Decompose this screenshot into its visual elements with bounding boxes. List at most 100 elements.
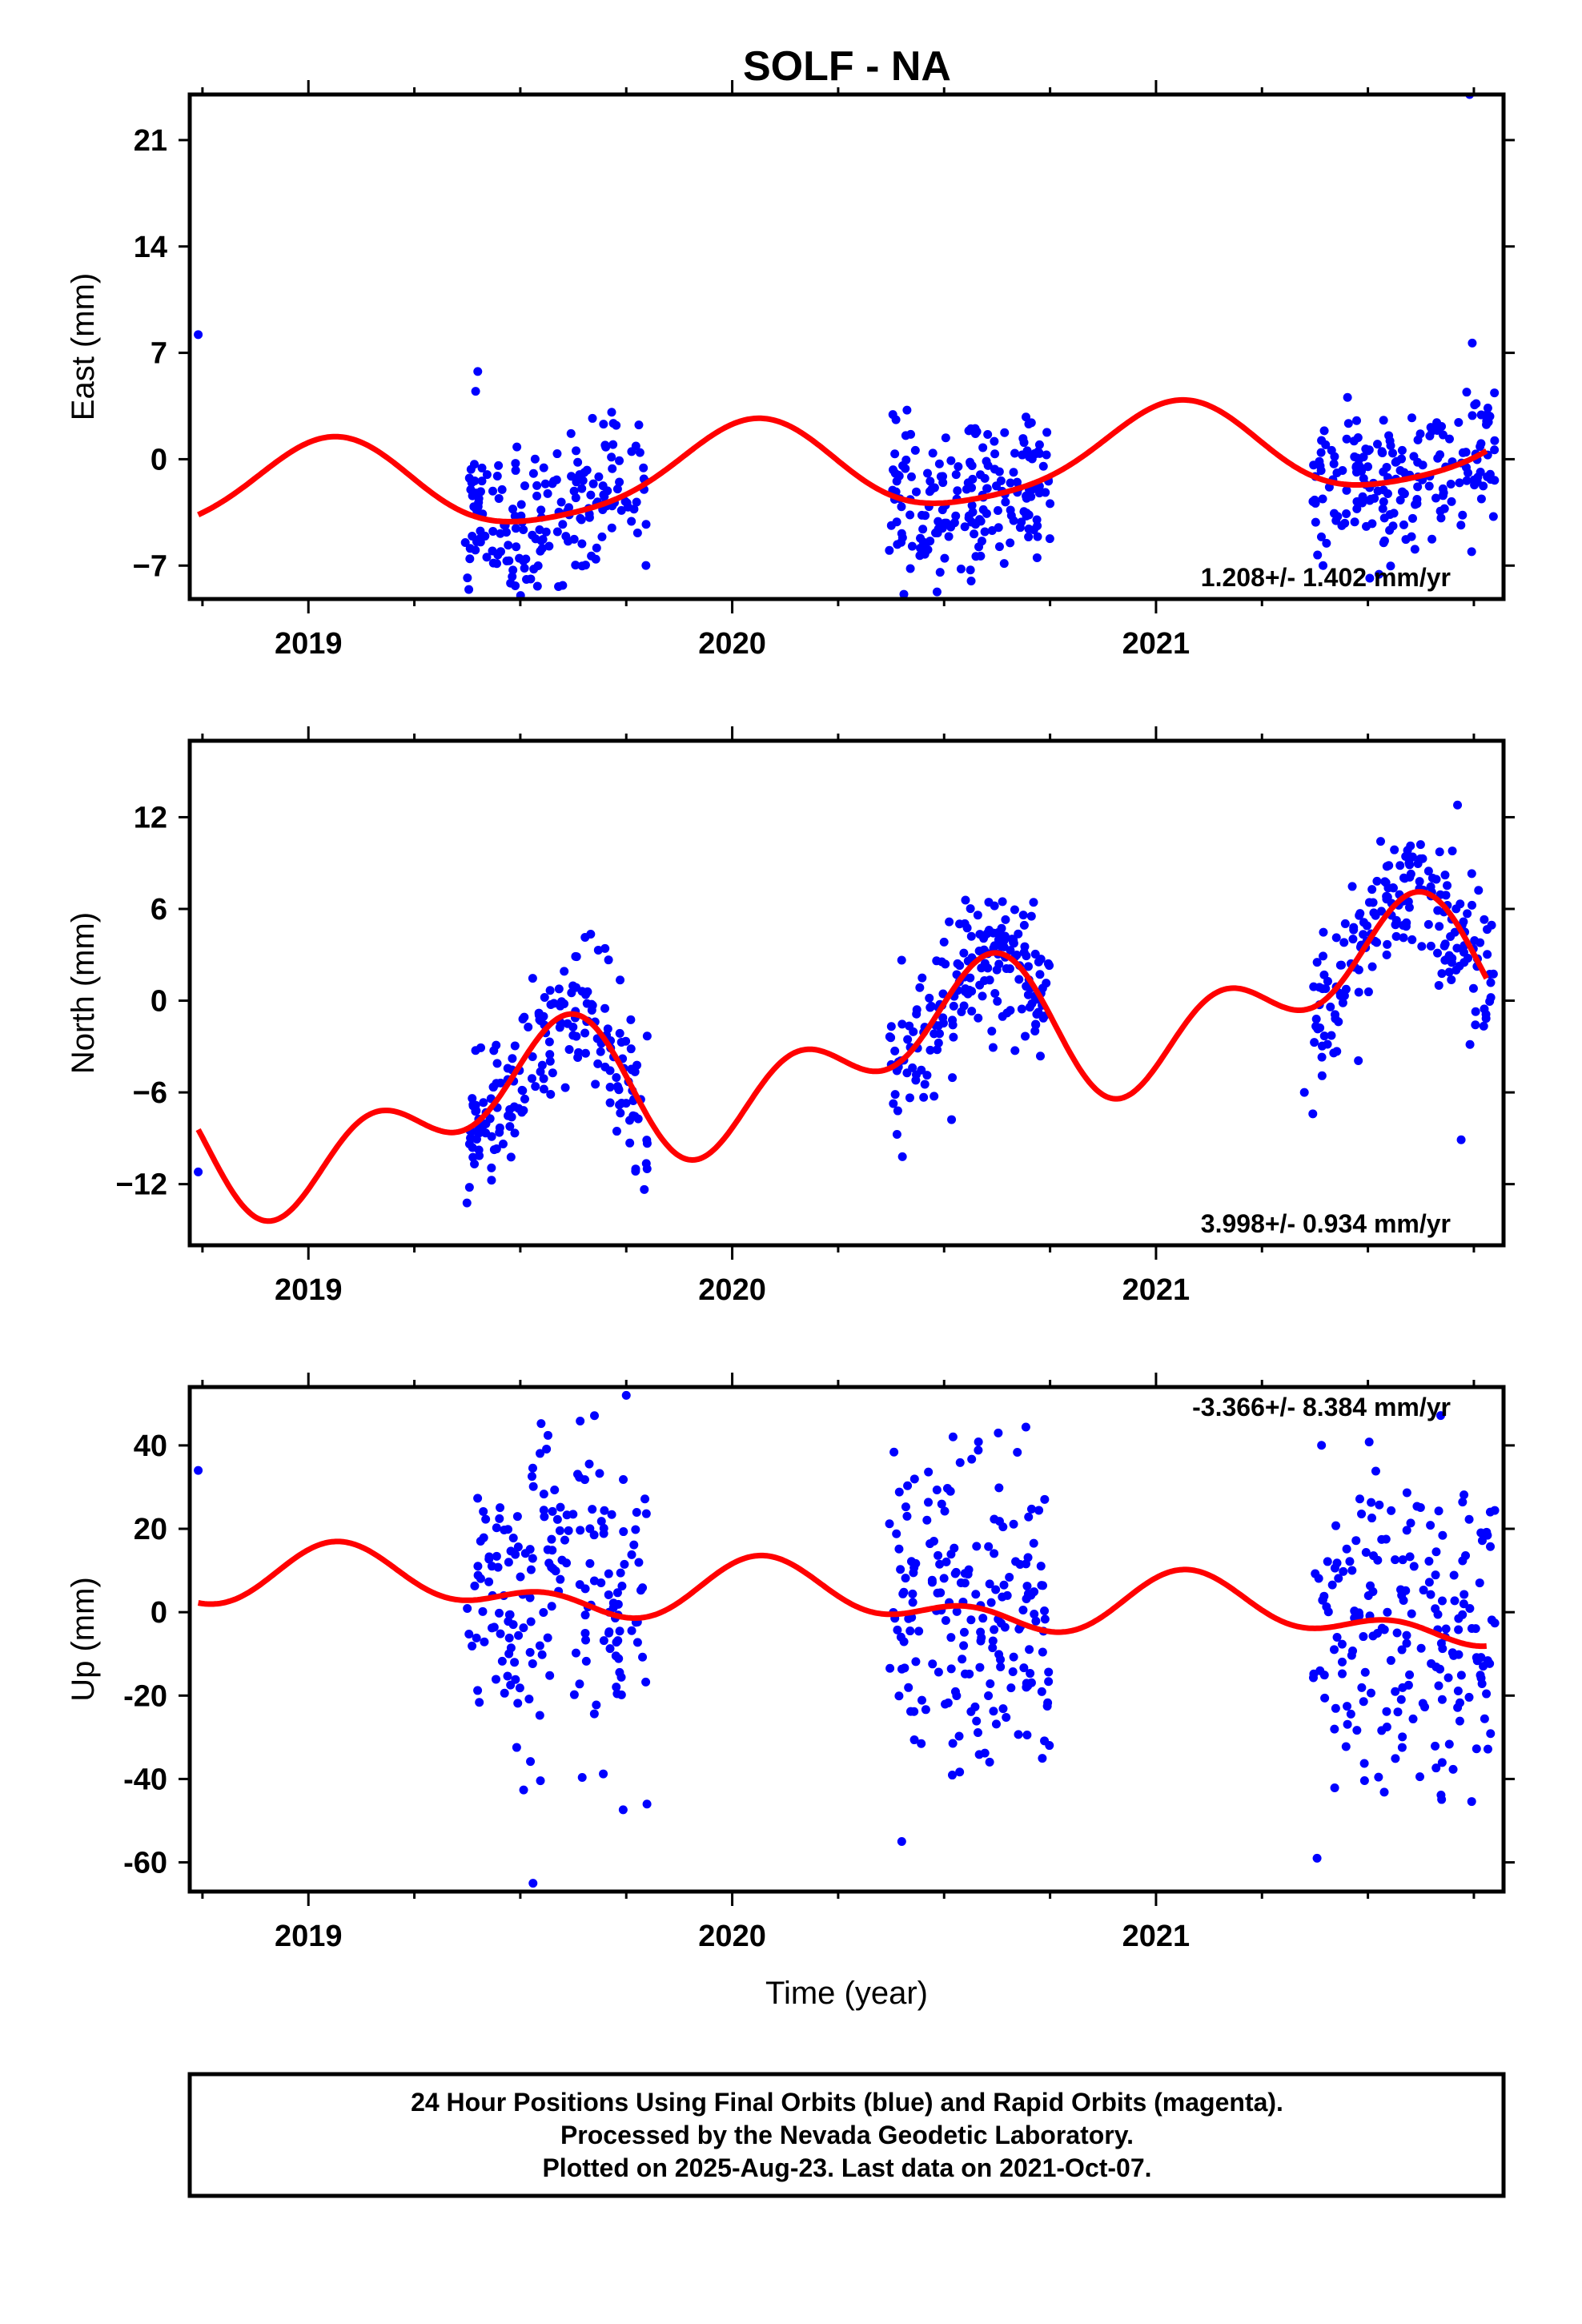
data-point [1018, 1605, 1028, 1614]
data-point [564, 503, 573, 513]
data-point [535, 1641, 544, 1651]
data-point [589, 1530, 599, 1540]
data-point [921, 1705, 930, 1715]
data-point [909, 1474, 919, 1484]
data-point [1361, 1548, 1371, 1558]
data-point [966, 565, 975, 575]
data-point [1006, 946, 1015, 955]
data-point [478, 1606, 488, 1616]
data-point [1383, 1607, 1392, 1617]
data-points [194, 94, 1500, 599]
data-point [994, 959, 1004, 969]
data-point [899, 1637, 909, 1647]
data-point [1013, 1448, 1022, 1458]
data-point [1024, 1512, 1034, 1522]
data-point [621, 1036, 631, 1046]
data-point [1374, 1772, 1383, 1782]
data-point [998, 897, 1007, 907]
data-point [1342, 434, 1351, 444]
data-point [1467, 1797, 1476, 1807]
data-point [908, 1598, 917, 1607]
y-tick-label: -60 [123, 1847, 167, 1880]
data-point [1374, 569, 1383, 579]
data-point [476, 1043, 486, 1052]
data-point [1019, 1663, 1029, 1673]
data-point [974, 1445, 983, 1455]
data-point [955, 1458, 965, 1467]
data-point [1454, 418, 1464, 428]
data-point [1381, 878, 1391, 887]
data-point [1009, 1519, 1018, 1529]
data-point [1476, 468, 1485, 477]
data-point [1486, 1542, 1496, 1551]
data-point [1351, 461, 1361, 471]
data-point [966, 459, 975, 468]
data-point [1001, 915, 1010, 924]
data-point [1486, 1729, 1496, 1739]
data-point [1364, 898, 1374, 907]
data-point [1433, 453, 1443, 463]
data-point [1366, 1688, 1375, 1698]
data-point [468, 531, 477, 541]
data-point [1317, 1052, 1327, 1062]
data-point [552, 475, 561, 485]
data-point [636, 1586, 645, 1595]
data-point [897, 955, 906, 965]
data-point [953, 486, 962, 496]
data-point [577, 484, 587, 493]
data-point [1485, 469, 1495, 479]
rate-label: -3.366+/- 8.384 mm/yr [1192, 1393, 1451, 1421]
data-point [536, 1419, 546, 1429]
data-point [555, 1023, 564, 1032]
data-point [1427, 874, 1437, 883]
data-point [525, 1593, 535, 1602]
data-point [935, 1559, 945, 1569]
data-point [505, 1105, 515, 1115]
data-point [1347, 1566, 1357, 1575]
data-point [584, 1459, 594, 1469]
data-point [504, 1558, 513, 1567]
data-point [985, 1579, 994, 1589]
data-point [934, 1667, 943, 1677]
data-point [1037, 1581, 1046, 1590]
data-point [506, 1152, 516, 1162]
data-point [972, 1716, 982, 1726]
data-point [1313, 550, 1323, 560]
data-point [967, 517, 977, 527]
data-point [1308, 497, 1318, 506]
data-point [1476, 494, 1486, 504]
data-point [897, 1019, 907, 1029]
data-point [958, 1655, 967, 1664]
data-point [539, 1490, 548, 1499]
data-point [1319, 426, 1329, 436]
data-point [622, 498, 632, 508]
data-point [1399, 520, 1408, 529]
data-point [1458, 510, 1468, 520]
data-point [1377, 1623, 1387, 1633]
data-point [1308, 1673, 1318, 1683]
data-point [1014, 1730, 1023, 1739]
data-point [929, 1536, 938, 1546]
data-point [631, 1164, 640, 1174]
data-point [511, 459, 520, 468]
data-point [1388, 448, 1398, 458]
data-point [600, 1003, 610, 1013]
data-point [905, 510, 915, 520]
data-point [931, 528, 941, 537]
data-point [1398, 1683, 1407, 1692]
data-point [564, 1045, 574, 1055]
data-point [1326, 1002, 1335, 1011]
data-point [1395, 1585, 1405, 1594]
data-point [1322, 1602, 1331, 1611]
data-point [1459, 1599, 1468, 1609]
data-point [627, 1064, 636, 1074]
data-point [514, 1630, 524, 1640]
data-point [599, 490, 608, 500]
data-point [1359, 474, 1368, 484]
data-point [536, 1449, 545, 1458]
data-point [1009, 1652, 1018, 1662]
data-point [1487, 920, 1496, 930]
data-point [1479, 1021, 1488, 1031]
data-point [1397, 1743, 1407, 1752]
